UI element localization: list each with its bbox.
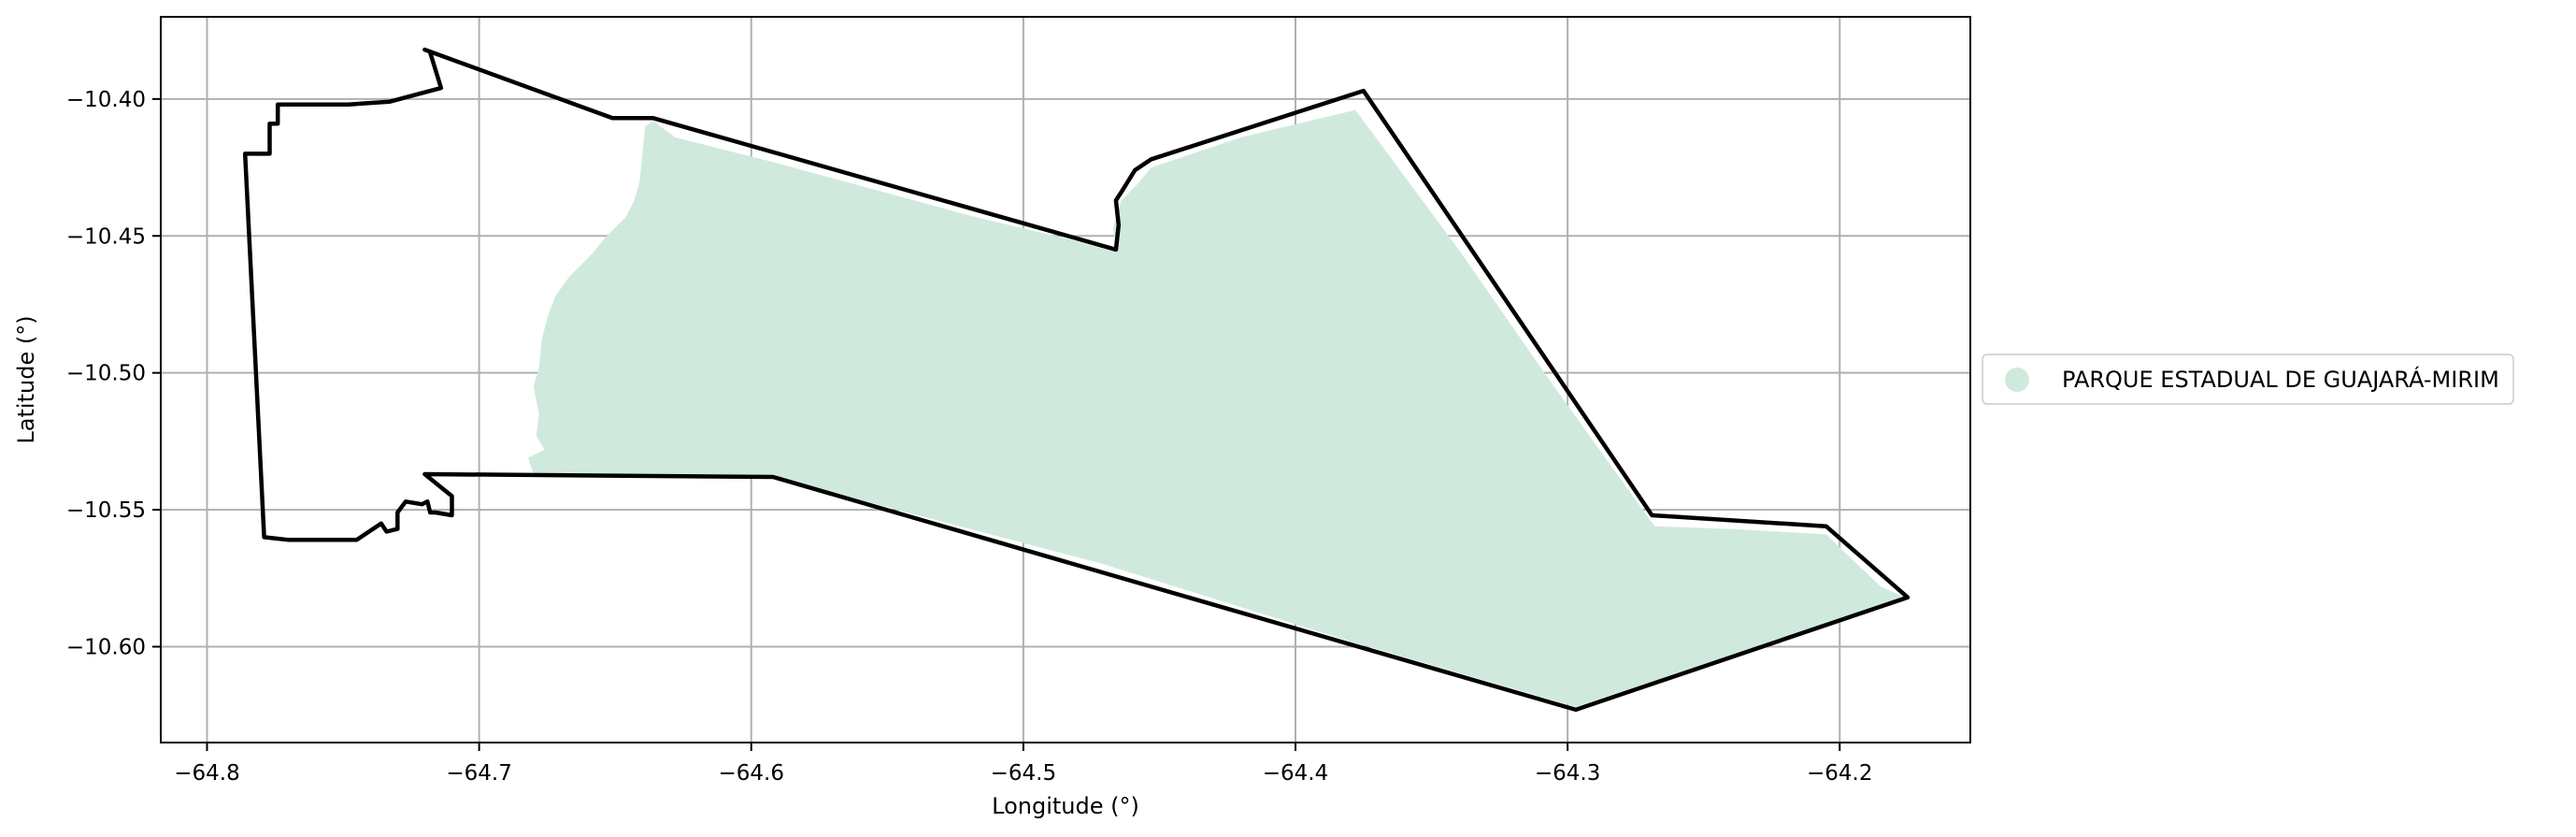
- x-tick-label: −64.5: [991, 761, 1056, 786]
- x-axis-ticks: −64.8 −64.7 −64.6 −64.5 −64.4 −64.3 −64.2: [174, 743, 1873, 786]
- x-tick-label: −64.4: [1263, 761, 1328, 786]
- park-area-fill: [528, 109, 1906, 707]
- legend-box: [1982, 354, 2514, 405]
- y-tick-label: −10.40: [66, 88, 146, 112]
- x-tick-label: −64.6: [719, 761, 784, 786]
- map-fill-layer: [528, 109, 1906, 707]
- y-tick-label: −10.55: [66, 498, 146, 523]
- y-tick-label: −10.50: [66, 362, 146, 386]
- legend-marker-icon: [2005, 368, 2029, 392]
- y-axis-ticks: −10.40 −10.45 −10.50 −10.55 −10.60: [66, 88, 161, 660]
- x-axis-label: Longitude (°): [992, 793, 1139, 819]
- x-tick-label: −64.2: [1807, 761, 1872, 786]
- park-boundary-outline: [242, 47, 1911, 713]
- y-tick-label: −10.45: [66, 224, 146, 249]
- y-tick-label: −10.60: [66, 636, 146, 660]
- x-tick-label: −64.8: [174, 761, 239, 786]
- x-tick-label: −64.3: [1535, 761, 1600, 786]
- map-outline-layer: [242, 47, 1911, 713]
- legend: PARQUE ESTADUAL DE GUAJARÁ-MIRIM: [1982, 354, 2514, 405]
- axes-frame: [160, 16, 1971, 743]
- y-axis-label: Latitude (°): [13, 315, 39, 443]
- legend-label: PARQUE ESTADUAL DE GUAJARÁ-MIRIM: [2062, 366, 2499, 393]
- x-tick-label: −64.7: [446, 761, 511, 786]
